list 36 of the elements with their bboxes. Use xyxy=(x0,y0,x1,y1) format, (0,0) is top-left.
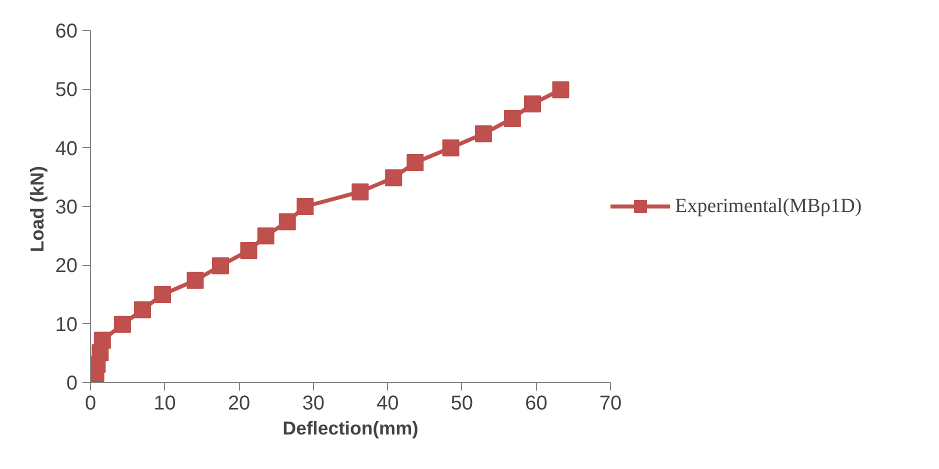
y-tick-label: 20 xyxy=(55,255,78,278)
point xyxy=(257,227,274,244)
y-tick-label: 0 xyxy=(66,372,78,394)
point xyxy=(154,286,172,303)
point xyxy=(134,301,151,318)
x-tick-label: 0 xyxy=(84,392,96,414)
point xyxy=(212,257,229,274)
y-tick-label: 30 xyxy=(55,196,78,218)
y-axis-title: Load (kN) xyxy=(26,166,48,252)
point xyxy=(442,139,460,156)
point xyxy=(352,183,369,200)
x-axis-title: Deflection(mm) xyxy=(282,418,418,438)
point xyxy=(504,110,521,127)
x-tick-label: 40 xyxy=(376,392,399,414)
legend-label: Experimental(MBρ1D) xyxy=(675,194,862,218)
point xyxy=(296,198,314,215)
point xyxy=(385,169,402,186)
y-tick-label: 40 xyxy=(55,138,78,160)
x-tick-label: 70 xyxy=(599,392,622,414)
point xyxy=(186,272,204,289)
y-tick-label: 60 xyxy=(55,20,78,42)
x-tick-label: 30 xyxy=(302,392,324,414)
y-tick-label: 50 xyxy=(55,79,78,102)
point xyxy=(406,154,424,171)
point xyxy=(114,316,131,333)
point xyxy=(240,242,258,259)
x-tick-label: 50 xyxy=(450,392,474,414)
y-tick-label: 10 xyxy=(55,314,78,336)
x-tick-label: 10 xyxy=(154,392,176,414)
point xyxy=(474,125,492,142)
x-tick-label: 60 xyxy=(525,392,548,414)
point xyxy=(552,81,570,98)
point xyxy=(94,332,111,349)
point xyxy=(524,95,541,112)
point xyxy=(278,213,296,230)
x-tick-label: 20 xyxy=(228,392,250,414)
